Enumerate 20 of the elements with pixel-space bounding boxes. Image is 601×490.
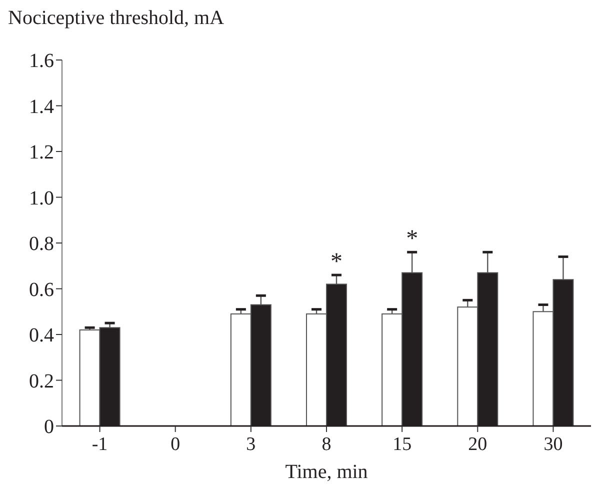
x-tick-label: 0 <box>170 434 180 455</box>
x-tick-label: 20 <box>468 434 488 455</box>
x-tick-label: 8 <box>322 434 332 455</box>
x-tick-label: 15 <box>392 434 412 455</box>
x-axis-title: Time, min <box>285 461 368 483</box>
y-tick-label: 1.6 <box>29 50 54 72</box>
annotation: * <box>406 226 418 252</box>
y-tick-label: 1.0 <box>29 187 54 210</box>
y-tick-label: 0.4 <box>29 324 54 346</box>
y-tick-label: 1.4 <box>29 96 54 118</box>
x-tick-label: -1 <box>92 434 108 455</box>
y-axis-title: Nociceptive threshold, mA <box>8 7 225 29</box>
y-tick-label: 1.2 <box>29 142 54 164</box>
y-tick-label: 0 <box>44 416 54 438</box>
annotation: * <box>330 249 342 276</box>
y-tick-label: 0.6 <box>29 278 54 301</box>
x-tick-label: 30 <box>544 434 563 455</box>
x-tick-label: 3 <box>246 434 256 455</box>
y-tick-label: 0.2 <box>29 370 54 392</box>
y-tick-label: 0.8 <box>29 233 54 255</box>
